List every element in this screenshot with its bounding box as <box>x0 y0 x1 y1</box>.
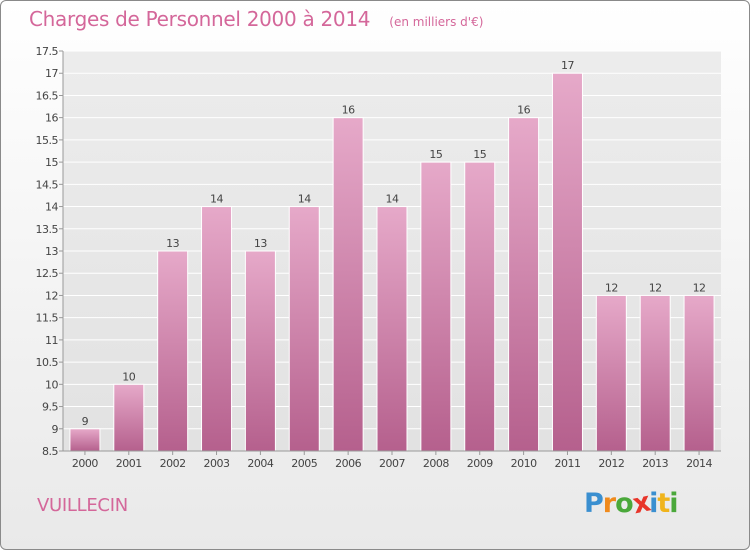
x-tick-label: 2013 <box>642 457 668 470</box>
y-tick-label: 17.5 <box>36 45 59 58</box>
y-tick-label: 16.5 <box>36 89 59 102</box>
bar-value-label: 12 <box>649 281 662 294</box>
bar-value-label: 16 <box>517 104 530 117</box>
y-tick-label: 13 <box>45 245 58 258</box>
bar <box>201 206 233 452</box>
axes: 8.5 9 9.5 10 10.5 11 11.5 12 12.5 13 13.5 14 14.5 15 1… <box>36 45 721 470</box>
bar <box>113 383 145 452</box>
bar-value-label: 13 <box>166 237 179 250</box>
logo-letter: i <box>649 488 658 519</box>
bar <box>376 206 408 452</box>
bar <box>639 294 671 452</box>
y-tick-label: 11.5 <box>36 312 59 325</box>
x-tick-label: 2000 <box>72 457 98 470</box>
y-tick-label: 9 <box>52 423 59 436</box>
bar <box>288 206 320 452</box>
bar <box>464 161 496 452</box>
bars: 9 10 13 14 13 14 16 14 15 15 16 17 12 12 12 <box>69 59 715 452</box>
x-tick-label: 2002 <box>160 457 186 470</box>
bar <box>69 428 101 452</box>
logo-letter: t <box>657 488 670 519</box>
x-tick-label: 2007 <box>379 457 405 470</box>
x-tick-label: 2014 <box>686 457 712 470</box>
y-tick-label: 11 <box>45 334 58 347</box>
bar-value-label: 15 <box>473 148 486 161</box>
y-tick-label: 14.5 <box>36 178 59 191</box>
logo-letter: P <box>584 488 604 519</box>
y-tick-label: 13.5 <box>36 223 59 236</box>
bar-value-label: 17 <box>561 59 574 72</box>
x-tick-label: 2010 <box>511 457 537 470</box>
y-tick-label: 14 <box>45 201 58 214</box>
bar <box>508 117 540 452</box>
bar-value-label: 9 <box>82 415 89 428</box>
x-tick-label: 2005 <box>291 457 317 470</box>
bar-value-label: 14 <box>386 193 399 206</box>
chart-unit-note: (en milliers d'€) <box>389 15 484 29</box>
logo-letter: i <box>669 488 678 519</box>
x-tick-label: 2011 <box>554 457 580 470</box>
x-tick-label: 2001 <box>116 457 142 470</box>
x-tick-label: 2006 <box>335 457 361 470</box>
x-tick-label: 2008 <box>423 457 449 470</box>
y-tick-label: 17 <box>45 67 58 80</box>
bar <box>332 117 364 452</box>
bar-value-label: 15 <box>429 148 442 161</box>
y-tick-label: 10.5 <box>36 356 59 369</box>
commune-name: VUILLECIN <box>37 495 128 516</box>
bar <box>551 72 583 452</box>
x-tick-label: 2003 <box>204 457 230 470</box>
bar-value-label: 10 <box>122 370 135 383</box>
y-tick-label: 9.5 <box>42 401 58 414</box>
x-tick-label: 2004 <box>247 457 273 470</box>
y-tick-label: 8.5 <box>42 445 58 458</box>
logo-letter: o <box>615 488 634 519</box>
bar <box>244 250 276 452</box>
y-tick-label: 15.5 <box>36 134 59 147</box>
logo-letter: r <box>602 488 616 519</box>
bar <box>595 294 627 452</box>
x-tick-label: 2012 <box>598 457 624 470</box>
title-row: Charges de Personnel 2000 à 2014 (en mil… <box>29 7 483 31</box>
bar-value-label: 14 <box>298 193 311 206</box>
bar-value-label: 14 <box>210 193 223 206</box>
y-tick-label: 12 <box>45 289 58 302</box>
bar-value-label: 12 <box>605 281 618 294</box>
bar <box>683 294 715 452</box>
x-tick-label: 2009 <box>467 457 493 470</box>
bar <box>157 250 189 452</box>
y-tick-label: 12.5 <box>36 267 59 280</box>
bar-value-label: 12 <box>693 281 706 294</box>
y-tick-label: 16 <box>45 112 58 125</box>
bar-value-label: 13 <box>254 237 267 250</box>
bar-value-label: 16 <box>342 104 355 117</box>
proxiti-logo: Proxiti <box>584 487 679 521</box>
bar <box>420 161 452 452</box>
y-tick-label: 10 <box>45 378 58 391</box>
y-tick-label: 15 <box>45 156 58 169</box>
chart-title: Charges de Personnel 2000 à 2014 <box>29 7 371 31</box>
